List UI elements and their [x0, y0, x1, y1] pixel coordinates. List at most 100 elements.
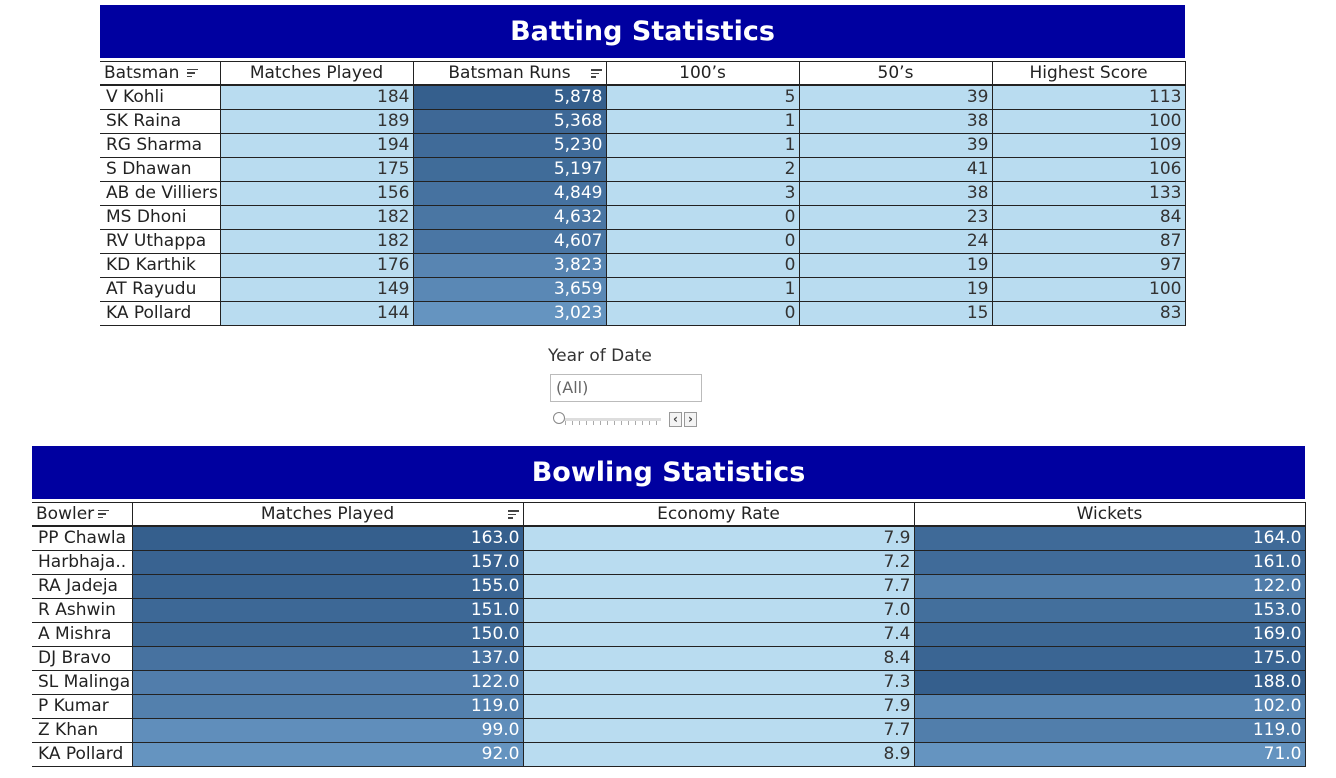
slider-knob[interactable]	[553, 412, 565, 424]
batsman-name: KD Karthik	[100, 252, 221, 278]
table-row[interactable]: AT Rayudu 149 3,659 1 19 100	[100, 276, 1186, 302]
table-row[interactable]: DJ Bravo 137.0 8.4 175.0	[32, 645, 1306, 671]
year-slider[interactable]	[553, 411, 661, 425]
table-row[interactable]: RG Sharma 194 5,230 1 39 109	[100, 132, 1186, 158]
fifties-cell: 19	[798, 252, 993, 278]
matches-cell: 151.0	[131, 597, 524, 623]
sort-icon[interactable]	[507, 510, 519, 519]
batting-table: Batsman Matches Played Batsman Runs 100’…	[100, 61, 1186, 326]
col-economy-rate[interactable]: Economy Rate	[522, 502, 915, 527]
col-hundreds[interactable]: 100’s	[605, 61, 800, 86]
sort-icon[interactable]	[187, 68, 199, 78]
economy-cell: 7.2	[522, 549, 915, 575]
table-row[interactable]: P Kumar 119.0 7.9 102.0	[32, 693, 1306, 719]
year-filter-input[interactable]: (All)	[550, 374, 702, 402]
highest-cell: 97	[991, 252, 1186, 278]
matches-cell: 122.0	[131, 669, 524, 695]
bowler-name: DJ Bravo	[32, 645, 133, 671]
highest-cell: 87	[991, 228, 1186, 254]
hundreds-cell: 0	[605, 252, 800, 278]
col-batsman-runs[interactable]: Batsman Runs	[412, 61, 607, 86]
wickets-cell: 164.0	[913, 525, 1306, 551]
table-row[interactable]: KA Pollard 144 3,023 0 15 83	[100, 300, 1186, 326]
table-row[interactable]: PP Chawla 163.0 7.9 164.0	[32, 525, 1306, 551]
wickets-cell: 102.0	[913, 693, 1306, 719]
fifties-cell: 38	[798, 108, 993, 134]
table-row[interactable]: SK Raina 189 5,368 1 38 100	[100, 108, 1186, 134]
year-filter: Year of Date (All) ‹ ›	[548, 346, 708, 427]
runs-cell: 3,659	[412, 276, 607, 302]
runs-cell: 4,849	[412, 180, 607, 206]
filter-title: Year of Date	[548, 346, 652, 366]
table-row[interactable]: KA Pollard 92.0 8.9 71.0	[32, 741, 1306, 767]
matches-cell: 163.0	[131, 525, 524, 551]
table-row[interactable]: R Ashwin 151.0 7.0 153.0	[32, 597, 1306, 623]
matches-cell: 137.0	[131, 645, 524, 671]
runs-cell: 4,632	[412, 204, 607, 230]
table-row[interactable]: MS Dhoni 182 4,632 0 23 84	[100, 204, 1186, 230]
bowler-name: A Mishra	[32, 621, 133, 647]
table-row[interactable]: Harbhaja.. 157.0 7.2 161.0	[32, 549, 1306, 575]
table-row[interactable]: KD Karthik 176 3,823 0 19 97	[100, 252, 1186, 278]
col-wickets[interactable]: Wickets	[913, 502, 1306, 527]
col-fifties[interactable]: 50’s	[798, 61, 993, 86]
economy-cell: 7.4	[522, 621, 915, 647]
bowler-name: KA Pollard	[32, 741, 133, 767]
table-row[interactable]: A Mishra 150.0 7.4 169.0	[32, 621, 1306, 647]
matches-cell: 119.0	[131, 693, 524, 719]
table-row[interactable]: Z Khan 99.0 7.7 119.0	[32, 717, 1306, 743]
hundreds-cell: 0	[605, 228, 800, 254]
runs-cell: 3,023	[412, 300, 607, 326]
batsman-name: RG Sharma	[100, 132, 221, 158]
wickets-cell: 169.0	[913, 621, 1306, 647]
table-row[interactable]: S Dhawan 175 5,197 2 41 106	[100, 156, 1186, 182]
table-row[interactable]: RV Uthappa 182 4,607 0 24 87	[100, 228, 1186, 254]
chevron-right-icon[interactable]: ›	[684, 412, 697, 427]
economy-cell: 7.7	[522, 717, 915, 743]
col-matches-played[interactable]: Matches Played	[131, 502, 524, 527]
batsman-name: SK Raina	[100, 108, 221, 134]
runs-cell: 5,878	[412, 84, 607, 110]
bowling-title: Bowling Statistics	[32, 446, 1305, 499]
col-matches-played[interactable]: Matches Played	[219, 61, 414, 86]
highest-cell: 84	[991, 204, 1186, 230]
wickets-cell: 188.0	[913, 669, 1306, 695]
chevron-left-icon[interactable]: ‹	[669, 412, 682, 427]
batsman-name: S Dhawan	[100, 156, 221, 182]
wickets-cell: 153.0	[913, 597, 1306, 623]
highest-cell: 83	[991, 300, 1186, 326]
wickets-cell: 119.0	[913, 717, 1306, 743]
matches-cell: 184	[219, 84, 414, 110]
bowler-name: RA Jadeja	[32, 573, 133, 599]
sort-icon[interactable]	[590, 69, 602, 78]
matches-cell: 194	[219, 132, 414, 158]
col-bowler[interactable]: Bowler	[32, 502, 133, 527]
runs-cell: 3,823	[412, 252, 607, 278]
col-highest-score[interactable]: Highest Score	[991, 61, 1186, 86]
highest-cell: 133	[991, 180, 1186, 206]
bowler-name: PP Chawla	[32, 525, 133, 551]
table-row[interactable]: V Kohli 184 5,878 5 39 113	[100, 84, 1186, 110]
hundreds-cell: 0	[605, 300, 800, 326]
economy-cell: 8.9	[522, 741, 915, 767]
table-row[interactable]: AB de Villiers 156 4,849 3 38 133	[100, 180, 1186, 206]
bowling-table: Bowler Matches Played Economy Rate Wicke…	[32, 502, 1306, 767]
matches-cell: 149	[219, 276, 414, 302]
fifties-cell: 15	[798, 300, 993, 326]
economy-cell: 7.0	[522, 597, 915, 623]
economy-cell: 7.9	[522, 525, 915, 551]
bowling-header-row: Bowler Matches Played Economy Rate Wicke…	[32, 502, 1306, 527]
bowler-name: R Ashwin	[32, 597, 133, 623]
matches-cell: 156	[219, 180, 414, 206]
fifties-cell: 19	[798, 276, 993, 302]
table-row[interactable]: SL Malinga 122.0 7.3 188.0	[32, 669, 1306, 695]
economy-cell: 7.9	[522, 693, 915, 719]
matches-cell: 150.0	[131, 621, 524, 647]
wickets-cell: 71.0	[913, 741, 1306, 767]
table-row[interactable]: RA Jadeja 155.0 7.7 122.0	[32, 573, 1306, 599]
highest-cell: 106	[991, 156, 1186, 182]
sort-icon[interactable]	[98, 509, 110, 519]
batsman-name: V Kohli	[100, 84, 221, 110]
batting-title: Batting Statistics	[100, 5, 1185, 58]
col-batsman[interactable]: Batsman	[100, 61, 221, 86]
